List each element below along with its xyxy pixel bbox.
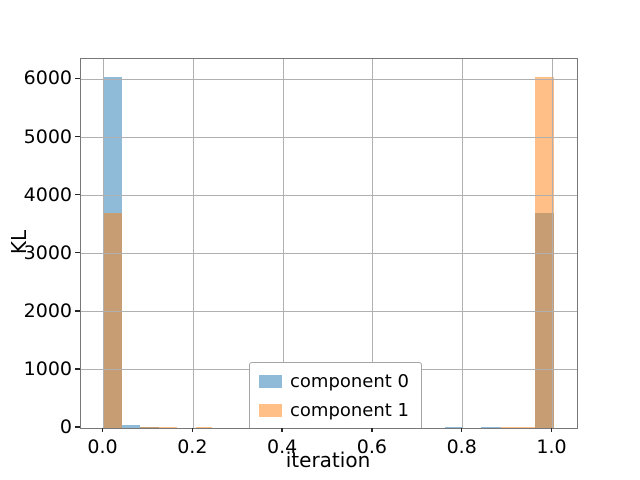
bar-component-1	[519, 426, 535, 428]
y-tick-label: 2000	[23, 299, 72, 322]
y-tick-label: 5000	[23, 125, 72, 148]
legend-label-component-1: component 1	[290, 400, 410, 421]
bar-component-1	[534, 76, 555, 428]
gridline-vertical	[103, 59, 105, 428]
x-tickmark	[101, 428, 104, 432]
x-tick-label: 0.0	[87, 436, 118, 458]
y-tickmark	[75, 77, 80, 80]
gridline-horizontal	[81, 78, 577, 80]
x-tick-label: 0.8	[446, 436, 477, 458]
x-tick-label: 0.6	[356, 436, 388, 458]
y-tickmark	[75, 426, 80, 428]
bar-component-0	[481, 426, 502, 428]
y-tickmark	[75, 135, 80, 138]
bars-layer	[81, 59, 577, 428]
x-tickmark	[371, 428, 373, 432]
x-tick-label: 0.4	[267, 436, 298, 458]
gridline-horizontal	[81, 311, 577, 313]
y-tickmark	[75, 310, 80, 312]
plot-area: component 0 component 1	[80, 58, 578, 429]
x-tickmark	[460, 428, 463, 432]
x-tick-label: 1.0	[536, 436, 567, 458]
gridline-horizontal	[81, 137, 577, 139]
x-tickmark	[191, 428, 194, 432]
gridline-vertical	[192, 59, 194, 428]
y-axis-label: KL	[7, 229, 31, 255]
gridline-vertical	[372, 59, 374, 428]
gridline-vertical	[462, 59, 464, 428]
y-tick-label: 4000	[23, 183, 72, 206]
x-tickmark	[550, 428, 553, 432]
legend-label-component-0: component 0	[290, 371, 410, 392]
legend-swatch-component-1-icon	[259, 404, 282, 417]
gridline-horizontal	[81, 195, 577, 197]
legend-item-component-0: component 0	[259, 370, 409, 393]
bar-component-0	[122, 425, 141, 428]
bar-component-1	[158, 426, 178, 428]
x-tickmark	[281, 428, 283, 432]
bar-component-1	[196, 426, 213, 428]
y-tickmark	[75, 368, 80, 370]
y-tick-label: 6000	[23, 67, 72, 90]
gridline-vertical	[282, 59, 284, 428]
y-tickmark	[75, 193, 80, 196]
legend-swatch-component-0-icon	[259, 375, 282, 388]
y-tick-label: 3000	[23, 241, 72, 264]
gridline-vertical	[551, 59, 553, 428]
x-axis-label: iteration	[285, 448, 371, 472]
y-tick-label: 0	[59, 416, 72, 438]
y-tick-label: 1000	[23, 357, 72, 380]
legend-item-component-1: component 1	[259, 399, 409, 422]
bar-component-1	[140, 426, 159, 428]
legend: component 0 component 1	[249, 362, 423, 428]
bar-component-1	[501, 426, 520, 428]
gridline-horizontal	[81, 253, 577, 255]
x-tick-label: 0.2	[177, 436, 208, 458]
y-tickmark	[75, 251, 80, 254]
bar-component-1	[103, 213, 123, 428]
